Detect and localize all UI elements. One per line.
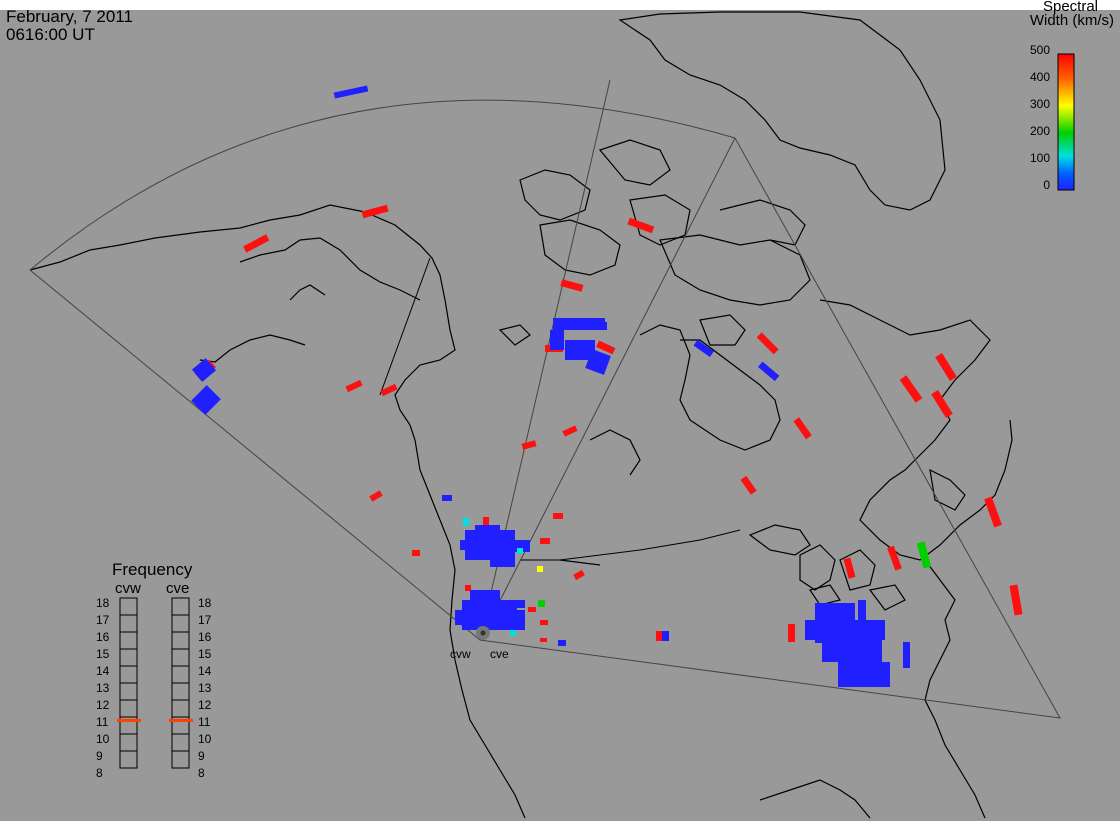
frequency-tick-right: 16	[198, 630, 212, 644]
coastlines	[29, 11, 1013, 819]
color-scale-tick: 300	[1029, 97, 1050, 111]
frequency-left-label: cvw	[115, 580, 141, 597]
radar-site-center	[480, 630, 486, 636]
echoes-mid-width	[463, 518, 932, 636]
site-label-cvw: cvw	[450, 647, 471, 661]
color-scale-tick: 500	[1029, 43, 1050, 57]
color-scale-tick: 0	[1043, 178, 1050, 192]
color-scale-title-2: Width (km/s)	[1029, 12, 1114, 29]
frequency-tick-right: 18	[198, 596, 212, 610]
top-margin	[0, 0, 1120, 10]
frequency-tick-right: 14	[198, 664, 212, 678]
frequency-tick-right: 10	[198, 732, 212, 746]
cve-frequency-marker	[169, 718, 193, 722]
site-label-cve: cve	[490, 647, 509, 661]
frequency-tick-left: 14	[96, 664, 110, 678]
color-scale-tick: 200	[1029, 124, 1050, 138]
frequency-title: Frequency	[112, 560, 193, 579]
frequency-gridlines	[120, 614, 189, 752]
frequency-tick-right: 15	[198, 647, 212, 661]
frequency-tick-right: 17	[198, 613, 212, 627]
color-bar	[1057, 53, 1075, 191]
frequency-tick-left: 8	[96, 766, 103, 780]
color-scale-tick: 400	[1029, 70, 1050, 84]
frequency-tick-left: 15	[96, 647, 110, 661]
frequency-tick-right: 11	[198, 715, 211, 729]
frequency-tick-left: 11	[96, 715, 109, 729]
frequency-tick-right: 12	[198, 698, 212, 712]
frequency-tick-right: 8	[198, 766, 205, 780]
frequency-tick-left: 18	[96, 596, 110, 610]
frequency-tick-left: 13	[96, 681, 110, 695]
color-scale-tick: 100	[1029, 151, 1050, 165]
echoes-high-width	[194, 204, 1023, 642]
frequency-right-label: cve	[166, 580, 190, 597]
frequency-tick-left: 16	[96, 630, 110, 644]
cvw-frequency-marker	[117, 718, 141, 722]
frequency-tick-left: 9	[96, 749, 103, 763]
frequency-tick-left: 10	[96, 732, 110, 746]
frequency-tick-left: 17	[96, 613, 110, 627]
color-scale-title-1: Spectral	[1042, 0, 1098, 15]
frequency-tick-right: 9	[198, 749, 205, 763]
date-label: February, 7 2011	[6, 7, 133, 26]
frequency-tick-left: 12	[96, 698, 110, 712]
echoes-low-width	[191, 85, 910, 687]
frequency-tick-right: 13	[198, 681, 212, 695]
frequency-bars	[119, 597, 190, 769]
time-label: 0616:00 UT	[6, 25, 95, 44]
